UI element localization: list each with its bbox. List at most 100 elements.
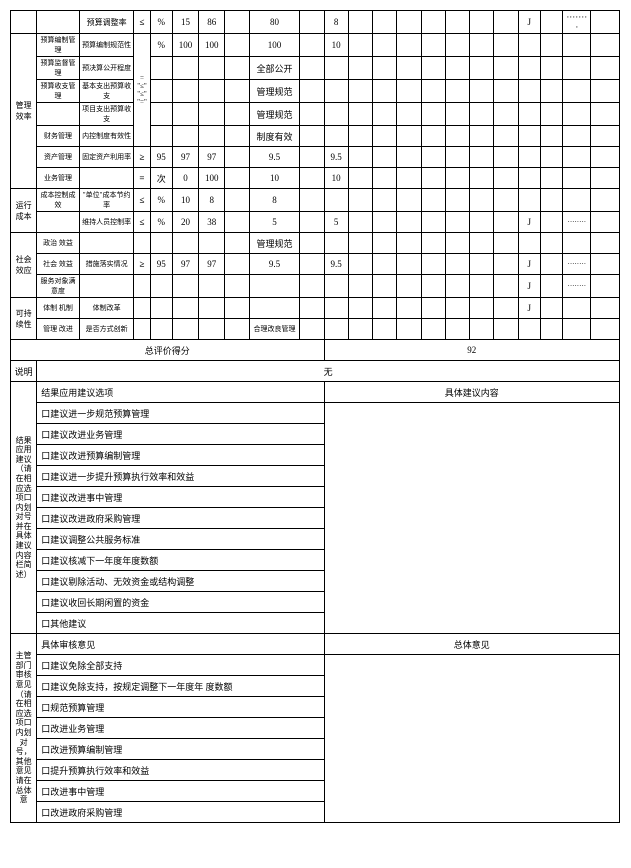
checkbox-item[interactable]: 口建议调整公共服务标准 <box>37 529 324 550</box>
mark: J <box>518 254 540 275</box>
cat2a: 预算监督管理 <box>37 57 79 80</box>
v2: 100 <box>199 168 225 189</box>
v1: 100 <box>172 34 198 57</box>
cat2b: 基本支出预算收支 <box>79 80 134 103</box>
center: 80 <box>249 11 300 34</box>
cat2a: 业务管理 <box>37 168 79 189</box>
cat2b: 是否方式创新 <box>79 319 134 340</box>
cat1-run: 运行成本 <box>11 189 37 233</box>
cat2b: 固定资产利用率 <box>79 147 134 168</box>
cat2b: 维持人员控制率 <box>79 212 134 233</box>
cat2a: 管理 改进 <box>37 319 79 340</box>
cat1-sustain: 可持续性 <box>11 298 37 340</box>
right: 8 <box>324 11 348 34</box>
sym: ≥ <box>134 147 150 168</box>
checkbox-item[interactable]: 口建议进一步规范预算管理 <box>37 403 324 424</box>
cat2a: 体制 机制 <box>37 298 79 319</box>
sym: ≤ <box>134 212 150 233</box>
center: 9.5 <box>249 147 300 168</box>
dots: ········ <box>563 212 591 233</box>
checkbox-item[interactable]: 口建议核减下一年度年度数额 <box>37 550 324 571</box>
cat2b: 内控制度有效性 <box>79 126 134 147</box>
cat2a: 资产管理 <box>37 147 79 168</box>
checkbox-item[interactable]: 口建议改进事中管理 <box>37 487 324 508</box>
right: 10 <box>324 34 348 57</box>
v1: 20 <box>172 212 198 233</box>
evaluation-table: 预算调整率 ≤ % 15 86 80 8 J ········ 管理效率 预算编… <box>10 10 620 823</box>
center: 管理规范 <box>249 233 300 254</box>
dots: ········ <box>563 11 591 34</box>
cat2b: 项目支出预算收支 <box>79 103 134 126</box>
center: 管理规范 <box>249 103 300 126</box>
cat2b: 措施落实情况 <box>79 254 134 275</box>
cat2b: 预决算公开程度 <box>79 57 134 80</box>
cat2b: 体制改革 <box>79 298 134 319</box>
checkbox-item[interactable]: 口建议剔除活动、无效资金或结构调整 <box>37 571 324 592</box>
sectionA-side: 结果应用建议（请在相应选项口内划对号并在具体建议内容栏简述） <box>11 382 37 634</box>
center: 9.5 <box>249 254 300 275</box>
cat2-blank <box>37 11 79 34</box>
unit: % <box>150 189 172 212</box>
cat2b: "单位"成本节约率 <box>79 189 134 212</box>
sym: = <box>134 168 150 189</box>
center: 8 <box>249 189 300 212</box>
sym-col: = "≤" "≤" "=" <box>134 34 150 147</box>
center: 10 <box>249 168 300 189</box>
cat2a: 预算收支管理 <box>37 80 79 103</box>
sym: ≤ <box>134 11 150 34</box>
cat2a: 财务管理 <box>37 126 79 147</box>
v1: 97 <box>172 147 198 168</box>
sectionA-header-left: 结果应用建议选项 <box>37 382 324 403</box>
checkbox-item[interactable]: 口改进业务管理 <box>37 718 324 739</box>
right: 9.5 <box>324 147 348 168</box>
sectionA-header-right: 具体建议内容 <box>324 382 619 403</box>
sectionB-content[interactable] <box>324 655 619 823</box>
sectionB-header-right: 总体意见 <box>324 634 619 655</box>
checkbox-item[interactable]: 口改进预算编制管理 <box>37 739 324 760</box>
cat2a: 成本控制成效 <box>37 189 79 212</box>
cat2b: 预算编制规范性 <box>79 34 134 57</box>
checkbox-item[interactable]: 口建议进一步提升预算执行效率和效益 <box>37 466 324 487</box>
v1: 97 <box>172 254 198 275</box>
sym: ≥ <box>134 254 150 275</box>
v2: 97 <box>199 254 225 275</box>
cat1-mgmt: 管理效率 <box>11 34 37 189</box>
center: 5 <box>249 212 300 233</box>
checkbox-item[interactable]: 口建议收回长期闲置的资金 <box>37 592 324 613</box>
sectionB-header-left: 具体审核意见 <box>37 634 324 655</box>
mark: J <box>518 11 540 34</box>
cat2a: 社会 效益 <box>37 254 79 275</box>
sectionA-content[interactable] <box>324 403 619 634</box>
cat2a: 服务对象满意度 <box>37 275 79 298</box>
right: 9.5 <box>324 254 348 275</box>
unit: 次 <box>150 168 172 189</box>
checkbox-item[interactable]: 口规范预算管理 <box>37 697 324 718</box>
center: 管理规范 <box>249 80 300 103</box>
header-budget-adj: 预算调整率 <box>79 11 134 34</box>
checkbox-item[interactable]: 口建议免除全部支持 <box>37 655 324 676</box>
checkbox-item[interactable]: 口改进政府采购管理 <box>37 802 324 823</box>
unit: 95 <box>150 147 172 168</box>
cat2a: 政治 效益 <box>37 233 79 254</box>
unit: % <box>150 11 172 34</box>
dots: ········ <box>563 275 591 298</box>
checkbox-item[interactable]: 口建议改进业务管理 <box>37 424 324 445</box>
center: 100 <box>249 34 300 57</box>
checkbox-item[interactable]: 口改进事中管理 <box>37 781 324 802</box>
v2: 97 <box>199 147 225 168</box>
v1: 0 <box>172 168 198 189</box>
mark: J <box>518 275 540 298</box>
unit: % <box>150 212 172 233</box>
cat2a: 预算编制管理 <box>37 34 79 57</box>
checkbox-item[interactable]: 口提升预算执行效率和效益 <box>37 760 324 781</box>
checkbox-item[interactable]: 口建议免除支持，按规定调整下一年度年 度数额 <box>37 676 324 697</box>
right: 10 <box>324 168 348 189</box>
center: 合理改良管理 <box>249 319 300 340</box>
checkbox-item[interactable]: 口建议改进预算编制管理 <box>37 445 324 466</box>
checkbox-item[interactable]: 口其他建议 <box>37 613 324 634</box>
center: 制度有效 <box>249 126 300 147</box>
note-value: 无 <box>37 361 620 382</box>
note-label: 说明 <box>11 361 37 382</box>
checkbox-item[interactable]: 口建议改进政府采购管理 <box>37 508 324 529</box>
right: 5 <box>324 212 348 233</box>
